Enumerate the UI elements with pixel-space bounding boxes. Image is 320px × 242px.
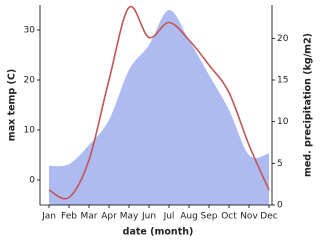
y-tick-label: 0 [29,176,35,186]
x-tick-label: Nov [240,212,258,222]
y2-tick-label: 20 [277,34,289,44]
x-tick-label: May [120,212,139,222]
y2-tick-label: 0 [277,201,283,211]
x-tick-label: Aug [180,212,198,222]
x-tick-label: Sep [201,212,218,222]
axes-frame [39,5,273,206]
y2-axis-label: med. precipitation (kg/m2) [303,33,314,177]
x-tick-label: Apr [101,212,117,222]
y-tick-label: 20 [24,76,36,86]
x-tick-label: Jan [41,212,56,222]
x-tick-label: Mar [81,212,98,222]
x-tick-label: Jul [163,212,175,222]
x-tick-label: Jun [141,212,156,222]
y-tick-label: 30 [24,26,36,36]
precipitation-area [49,9,269,205]
y-axis-label: max temp (C) [7,69,18,141]
y-tick-label: 10 [24,126,36,136]
x-tick-label: Feb [61,212,77,222]
x-tick-label: Dec [260,212,277,222]
x-axis-label: date (month) [123,227,194,238]
y2-tick-label: 5 [277,159,283,169]
y2-tick-label: 15 [277,76,288,86]
x-tick-label: Oct [221,212,237,222]
temperature-line [48,5,270,200]
y2-tick-label: 10 [277,117,289,127]
